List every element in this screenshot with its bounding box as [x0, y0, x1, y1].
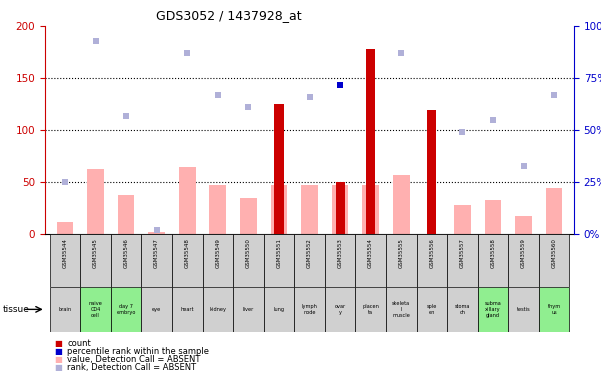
- Text: GSM35559: GSM35559: [521, 238, 526, 268]
- Text: GSM35560: GSM35560: [552, 238, 557, 268]
- Text: GSM35548: GSM35548: [185, 238, 190, 268]
- Bar: [80, 287, 111, 332]
- Bar: [50, 234, 80, 287]
- Bar: [366, 49, 375, 234]
- Text: percentile rank within the sample: percentile rank within the sample: [67, 347, 209, 356]
- Text: GSM35550: GSM35550: [246, 238, 251, 268]
- Bar: [294, 287, 325, 332]
- Bar: [447, 287, 478, 332]
- Text: brain: brain: [58, 307, 72, 312]
- Bar: [416, 234, 447, 287]
- Bar: [362, 186, 379, 234]
- Bar: [50, 287, 80, 332]
- Bar: [118, 195, 135, 234]
- Bar: [427, 110, 436, 234]
- Bar: [332, 186, 349, 234]
- Text: GSM35544: GSM35544: [63, 238, 67, 268]
- Text: count: count: [67, 339, 91, 348]
- Bar: [172, 287, 203, 332]
- Text: placen
ta: placen ta: [362, 304, 379, 315]
- Bar: [294, 234, 325, 287]
- Bar: [179, 167, 196, 234]
- Bar: [264, 234, 294, 287]
- Bar: [301, 186, 318, 234]
- Text: liver: liver: [243, 307, 254, 312]
- Text: sple
en: sple en: [427, 304, 437, 315]
- Text: GSM35557: GSM35557: [460, 238, 465, 268]
- Text: GSM35545: GSM35545: [93, 238, 98, 268]
- Bar: [325, 234, 355, 287]
- Bar: [355, 287, 386, 332]
- Bar: [203, 234, 233, 287]
- Text: GSM35547: GSM35547: [154, 238, 159, 268]
- Bar: [172, 234, 203, 287]
- Bar: [393, 175, 410, 234]
- Bar: [478, 287, 508, 332]
- Bar: [141, 234, 172, 287]
- Text: GSM35552: GSM35552: [307, 238, 312, 268]
- Bar: [386, 287, 416, 332]
- Text: lymph
node: lymph node: [302, 304, 317, 315]
- Bar: [209, 186, 226, 234]
- Bar: [111, 287, 141, 332]
- Bar: [233, 287, 264, 332]
- Bar: [325, 287, 355, 332]
- Bar: [508, 287, 539, 332]
- Bar: [87, 169, 104, 234]
- Bar: [386, 234, 416, 287]
- Text: testis: testis: [517, 307, 530, 312]
- Bar: [240, 198, 257, 234]
- Bar: [141, 287, 172, 332]
- Bar: [539, 234, 569, 287]
- Bar: [539, 287, 569, 332]
- Bar: [447, 234, 478, 287]
- Text: rank, Detection Call = ABSENT: rank, Detection Call = ABSENT: [67, 363, 197, 372]
- Text: heart: heart: [180, 307, 194, 312]
- Text: GSM35553: GSM35553: [338, 238, 343, 268]
- Text: GSM35558: GSM35558: [490, 238, 495, 268]
- Text: eye: eye: [152, 307, 161, 312]
- Bar: [264, 287, 294, 332]
- Bar: [270, 186, 287, 234]
- Text: GSM35551: GSM35551: [276, 238, 281, 268]
- Bar: [416, 287, 447, 332]
- Text: ■: ■: [54, 347, 62, 356]
- Bar: [111, 234, 141, 287]
- Bar: [355, 234, 386, 287]
- Bar: [148, 232, 165, 234]
- Text: subma
xillary
gland: subma xillary gland: [484, 301, 501, 318]
- Text: ■: ■: [54, 339, 62, 348]
- Bar: [56, 222, 73, 234]
- Text: GSM35554: GSM35554: [368, 238, 373, 268]
- Bar: [335, 182, 344, 234]
- Text: value, Detection Call = ABSENT: value, Detection Call = ABSENT: [67, 355, 201, 364]
- Text: ■: ■: [54, 355, 62, 364]
- Text: GSM35546: GSM35546: [124, 238, 129, 268]
- Bar: [275, 104, 284, 234]
- Bar: [80, 234, 111, 287]
- Text: ■: ■: [54, 363, 62, 372]
- Bar: [203, 287, 233, 332]
- Bar: [484, 200, 501, 234]
- Text: skeleta
l
muscle: skeleta l muscle: [392, 301, 410, 318]
- Text: stoma
ch: stoma ch: [455, 304, 470, 315]
- Bar: [454, 205, 471, 234]
- Text: naive
CD4
cell: naive CD4 cell: [88, 301, 102, 318]
- Bar: [233, 234, 264, 287]
- Text: lung: lung: [273, 307, 284, 312]
- Text: ovar
y: ovar y: [335, 304, 346, 315]
- Text: GSM35556: GSM35556: [429, 238, 435, 268]
- Bar: [546, 188, 563, 234]
- Text: thym
us: thym us: [548, 304, 561, 315]
- Bar: [515, 216, 532, 234]
- Text: GDS3052 / 1437928_at: GDS3052 / 1437928_at: [156, 9, 301, 22]
- Bar: [508, 234, 539, 287]
- Text: tissue: tissue: [3, 305, 30, 314]
- Text: kidney: kidney: [209, 307, 227, 312]
- Text: GSM35555: GSM35555: [398, 238, 404, 268]
- Text: day 7
embryo: day 7 embryo: [117, 304, 136, 315]
- Bar: [478, 234, 508, 287]
- Text: GSM35549: GSM35549: [215, 238, 221, 268]
